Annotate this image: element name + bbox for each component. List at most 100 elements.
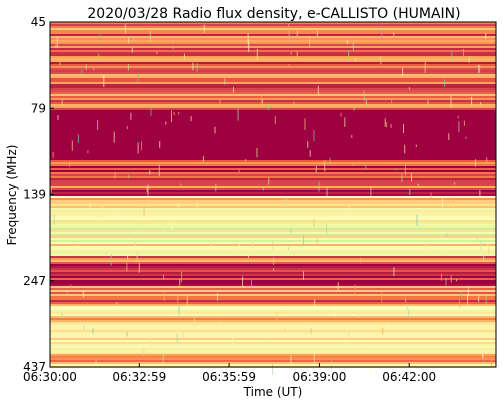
spectrogram-speckle — [382, 327, 384, 335]
spectrogram-speckle — [150, 108, 152, 116]
spectrogram-speckle — [127, 36, 129, 44]
spectrogram-speckle — [272, 268, 274, 271]
spectrogram-speckle — [165, 121, 167, 125]
spectrogram-row — [50, 258, 496, 260]
spectrogram-speckle — [415, 144, 417, 147]
spectrogram-speckle — [444, 248, 445, 254]
spectrogram-row — [50, 250, 496, 252]
spectrogram-speckle — [365, 165, 367, 169]
spectrogram-speckle — [110, 254, 112, 266]
spectrogram-row — [50, 48, 496, 50]
spectrogram-speckle — [251, 279, 252, 289]
spectrogram-row — [50, 254, 496, 256]
spectrogram-row — [50, 352, 496, 354]
spectrogram-speckle — [405, 297, 407, 303]
spectrogram-row — [50, 344, 496, 346]
spectrogram-row — [50, 160, 496, 162]
spectrogram-speckle — [483, 254, 485, 262]
spectrogram-speckle — [363, 90, 365, 101]
spectrogram-speckle — [463, 120, 465, 126]
spectrogram-speckle — [408, 309, 410, 318]
spectrogram-speckle — [146, 188, 148, 193]
spectrogram-speckle — [468, 55, 470, 64]
spectrogram-speckle — [459, 299, 461, 308]
spectrogram-speckle — [310, 327, 312, 334]
spectrogram-row — [50, 212, 496, 214]
spectrogram-speckle — [454, 182, 456, 185]
spectrogram-speckle — [127, 64, 129, 71]
spectrogram-speckle — [176, 333, 178, 343]
spectrogram-speckle — [124, 24, 126, 34]
spectrogram-row — [50, 92, 496, 94]
x-tick-label: 06:42:00 — [382, 370, 436, 384]
spectrogram-row — [50, 106, 496, 108]
spectrogram-speckle — [276, 312, 278, 322]
spectrogram-row — [50, 234, 496, 236]
spectrogram-speckle — [330, 360, 332, 371]
spectrogram-row — [50, 90, 496, 92]
spectrogram-row — [50, 342, 496, 344]
spectrogram-row — [50, 108, 496, 110]
spectrogram-row — [50, 314, 496, 316]
spectrogram-speckle — [159, 141, 161, 148]
spectrogram-row — [50, 138, 496, 140]
spectrogram-speckle — [479, 64, 481, 73]
spectrogram-row — [50, 62, 496, 64]
spectrogram-row — [50, 236, 496, 238]
spectrogram-speckle — [452, 197, 454, 202]
spectrogram-speckle — [133, 36, 135, 41]
spectrogram-speckle — [488, 245, 490, 255]
spectrogram-speckle — [444, 79, 446, 88]
spectrogram-speckle — [178, 305, 180, 315]
spectrogram-speckle — [480, 241, 482, 251]
spectrogram-row — [50, 96, 496, 98]
spectrogram-speckle — [202, 155, 204, 162]
spectrogram-speckle — [126, 260, 128, 272]
spectrogram-speckle — [181, 271, 182, 283]
spectrogram-speckle — [345, 339, 347, 348]
spectrogram-speckle — [296, 51, 298, 58]
spectrogram-row — [50, 164, 496, 166]
spectrogram-speckle — [293, 101, 295, 105]
spectrogram-speckle — [326, 187, 328, 197]
spectrogram-speckle — [467, 286, 469, 296]
spectrogram-speckle — [476, 238, 478, 241]
spectrogram-row — [50, 40, 496, 42]
spectrogram-speckle — [178, 202, 180, 213]
spectrogram-speckle — [370, 363, 372, 374]
spectrogram-row — [50, 320, 496, 322]
spectrogram-row — [50, 152, 496, 154]
spectrogram-row — [50, 354, 496, 356]
spectrogram-row — [50, 58, 496, 60]
spectrogram-speckle — [315, 166, 317, 173]
spectrogram-speckle — [402, 67, 404, 76]
spectrogram-speckle — [136, 251, 138, 262]
spectrogram-row — [50, 32, 496, 34]
spectrogram-row — [50, 176, 496, 178]
spectrogram-row — [50, 278, 496, 280]
spectrogram-row — [50, 240, 496, 242]
spectrogram-speckle — [457, 115, 459, 119]
spectrogram-speckle — [143, 204, 145, 217]
spectrogram-speckle — [340, 112, 342, 117]
spectrogram-speckle — [491, 355, 493, 367]
spectrogram-row — [50, 146, 496, 148]
spectrogram-speckle — [56, 37, 58, 49]
spectrogram-speckle — [273, 257, 275, 265]
spectrogram-row — [50, 238, 496, 240]
spectrogram-speckle — [182, 330, 184, 338]
spectrogram-row — [50, 202, 496, 204]
spectrogram-row — [50, 30, 496, 32]
spectrogram-speckle — [460, 292, 462, 298]
spectrogram-speckle — [352, 164, 354, 167]
spectrogram-speckle — [267, 104, 269, 110]
spectrogram-speckle — [232, 337, 234, 346]
spectrogram-speckle — [440, 273, 442, 281]
spectrogram-row — [50, 270, 496, 272]
spectrogram-speckle — [163, 226, 165, 234]
spectrogram-speckle — [430, 192, 432, 198]
spectrogram-speckle — [348, 342, 350, 349]
spectrogram-speckle — [324, 160, 326, 172]
spectrogram-speckle — [393, 32, 395, 36]
